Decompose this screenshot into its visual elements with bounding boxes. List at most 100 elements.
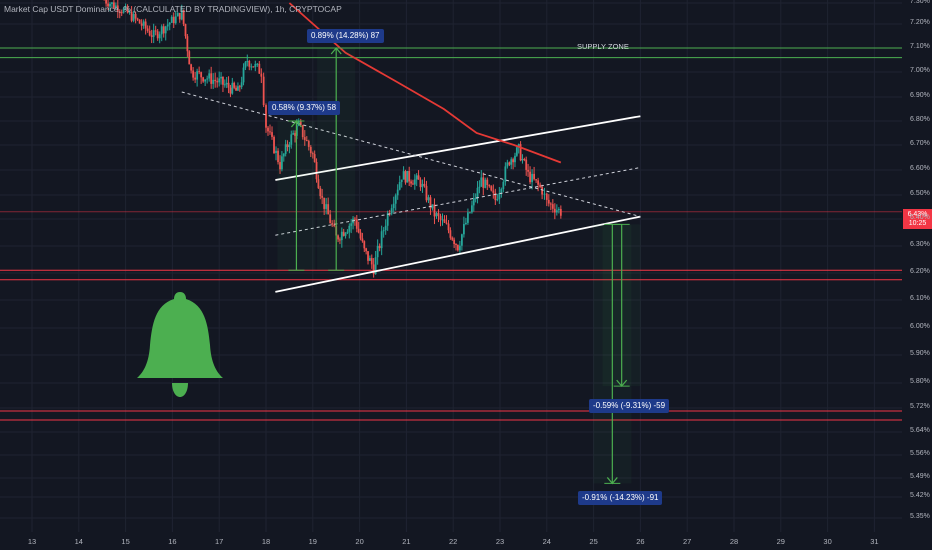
time-tick: 30: [823, 537, 832, 546]
candle: [325, 204, 328, 209]
candle: [433, 204, 436, 217]
candle: [458, 245, 461, 251]
candle: [138, 19, 141, 24]
candle: [557, 208, 560, 211]
candle: [331, 223, 334, 225]
candle: [114, 5, 117, 8]
candle: [555, 210, 558, 213]
candle: [146, 28, 149, 31]
candle: [447, 223, 450, 231]
bar-countdown: 10:25: [908, 220, 927, 227]
candle: [186, 36, 189, 52]
candle: [494, 192, 497, 201]
candle: [408, 171, 411, 182]
candle: [200, 72, 203, 78]
candle: [299, 121, 302, 126]
candle: [480, 177, 483, 187]
candle: [541, 186, 544, 195]
candle: [549, 203, 552, 205]
candle: [417, 175, 420, 180]
candle: [233, 82, 236, 88]
candle: [482, 177, 485, 188]
candle: [128, 11, 131, 13]
measure-down-2-head: [606, 477, 618, 485]
price-tick: 5.49%: [910, 473, 930, 480]
candle: [431, 204, 434, 209]
candle: [182, 10, 185, 25]
candle: [421, 183, 424, 188]
candle: [376, 245, 379, 258]
candle: [273, 136, 275, 154]
candle: [194, 77, 197, 80]
measure-label-2: 0.89% (14.28%) 87: [307, 29, 384, 43]
measure-up-1-head: [290, 120, 302, 128]
candle: [400, 179, 403, 183]
candle: [344, 233, 347, 236]
candle: [413, 179, 416, 185]
candle: [235, 87, 237, 91]
candle: [262, 76, 265, 106]
price-tick: 6.10%: [910, 295, 930, 302]
measure-label-1: 0.58% (9.37%) 58: [268, 101, 341, 115]
candle: [412, 183, 414, 185]
candle: [258, 63, 261, 74]
candle: [301, 125, 304, 138]
candle: [292, 133, 295, 135]
candle: [124, 6, 127, 9]
price-tick: 6.40%: [910, 214, 930, 221]
time-tick: 15: [121, 537, 130, 546]
candle: [174, 16, 177, 24]
candle: [275, 150, 277, 154]
candle: [453, 239, 456, 245]
candle: [439, 215, 442, 220]
candle: [160, 26, 163, 35]
candle: [164, 26, 167, 34]
trend-lines: [181, 2, 641, 293]
candle: [303, 137, 306, 140]
candle: [445, 222, 448, 224]
candle: [170, 16, 173, 23]
candle: [156, 31, 159, 39]
candle: [244, 62, 247, 68]
candle: [105, 0, 107, 4]
candle: [348, 225, 351, 232]
candle: [231, 82, 234, 94]
candle: [425, 185, 428, 201]
candle: [506, 162, 509, 167]
candle: [178, 13, 181, 20]
candle: [443, 219, 446, 223]
candle: [467, 212, 469, 223]
time-tick: 24: [542, 537, 551, 546]
candle: [281, 156, 283, 170]
candle: [517, 144, 520, 148]
price-tick: 5.80%: [910, 378, 930, 385]
candle: [311, 153, 314, 155]
candle: [340, 231, 343, 241]
candle: [460, 234, 463, 246]
candle: [504, 166, 507, 182]
candle: [451, 237, 454, 240]
candle: [390, 208, 393, 214]
candle: [474, 198, 477, 200]
candle: [465, 222, 467, 225]
candle: [361, 238, 364, 242]
candle: [323, 197, 326, 209]
candle: [277, 150, 279, 163]
candle: [519, 144, 522, 161]
price-tick: 6.30%: [910, 241, 930, 248]
candle: [223, 84, 226, 86]
candle: [305, 139, 308, 141]
candle: [294, 133, 296, 136]
candle: [290, 134, 293, 145]
candle: [315, 161, 318, 180]
candle: [551, 204, 554, 209]
candle: [484, 179, 487, 188]
candle: [537, 180, 540, 185]
candle: [267, 127, 269, 132]
candle: [350, 223, 353, 226]
candle: [260, 73, 263, 77]
price-tick: 5.64%: [910, 427, 930, 434]
candle: [357, 228, 360, 233]
candle: [514, 155, 516, 163]
